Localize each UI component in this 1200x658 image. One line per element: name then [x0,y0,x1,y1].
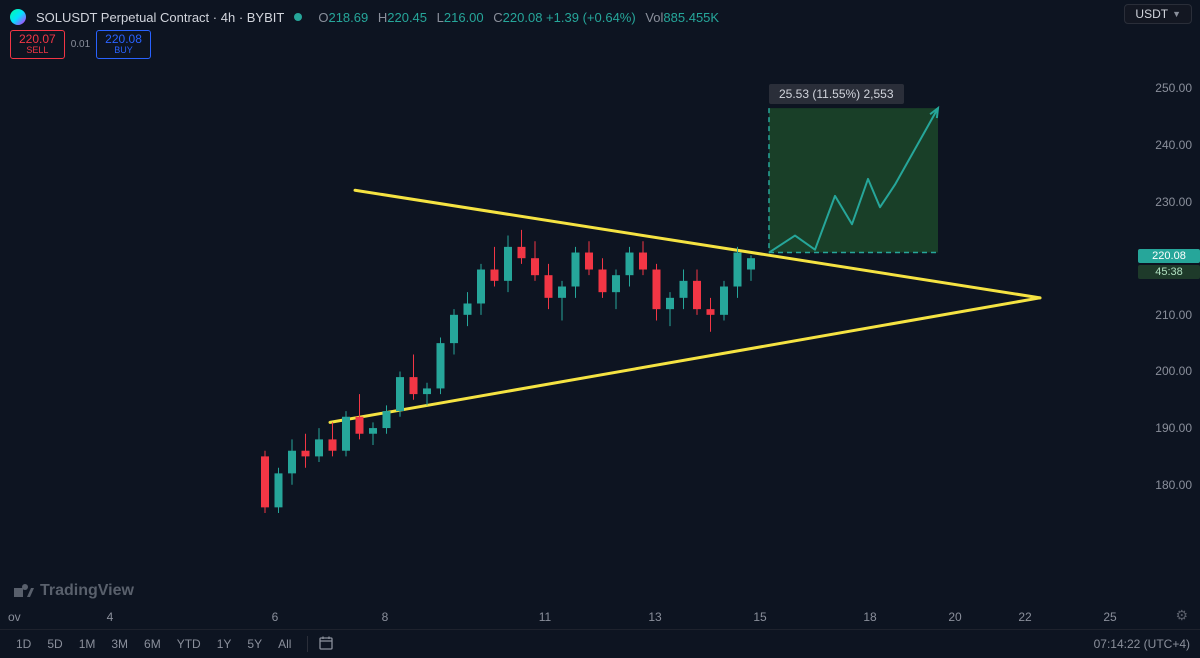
clock: 07:14:22 (UTC+4) [1094,637,1190,651]
price-tick: 190.00 [1155,421,1192,435]
tv-icon [14,584,34,598]
price-tick: 180.00 [1155,478,1192,492]
divider [307,636,308,652]
current-price-tag: 220.08 [1138,249,1200,263]
timeframe-3m[interactable]: 3M [105,635,134,653]
month-label: ov [8,610,21,624]
price-tick: 230.00 [1155,195,1192,209]
timeframe-5y[interactable]: 5Y [241,635,268,653]
timeframe-all[interactable]: All [272,635,297,653]
time-tick: 6 [272,610,279,624]
timeframe-ytd[interactable]: YTD [171,635,207,653]
timeframe-1y[interactable]: 1Y [211,635,238,653]
tradingview-logo[interactable]: TradingView [14,582,134,600]
time-tick: 15 [753,610,766,624]
time-tick: 18 [863,610,876,624]
timeframe-5d[interactable]: 5D [41,635,68,653]
settings-gear-icon[interactable]: ⚙ [1175,607,1188,624]
timeframe-1m[interactable]: 1M [73,635,102,653]
time-tick: 8 [382,610,389,624]
bottom-toolbar: 1D5D 1M3M6MYTD1Y5YAll 07:14:22 (UTC+4) [0,629,1200,658]
projection-text: 25.53 (11.55%) 2,553 [779,87,894,101]
price-axis[interactable]: 250.00 240.00 230.00 210.00 200.00 190.00 180.… [1130,0,1200,610]
time-tick: 22 [1018,610,1031,624]
time-axis[interactable]: ov 4 6 8 11 13 15 18 20 22 25 [0,610,1130,630]
price-tick: 210.00 [1155,308,1192,322]
time-tick: 25 [1103,610,1116,624]
calendar-icon[interactable] [318,635,334,654]
projection-info-box[interactable]: 25.53 (11.55%) 2,553 [769,84,904,104]
timeframe-group: 1D5D 1M3M6MYTD1Y5YAll [10,635,334,654]
price-tick: 250.00 [1155,81,1192,95]
chart-pane[interactable] [0,0,1130,610]
time-tick: 20 [948,610,961,624]
clock-time: 07:14:22 [1094,637,1141,651]
time-tick: 11 [539,610,551,624]
price-tick: 240.00 [1155,138,1192,152]
timeframe-1d[interactable]: 1D [10,635,37,653]
price-tick: 200.00 [1155,364,1192,378]
clock-tz: (UTC+4) [1144,637,1190,651]
timeframe-6m[interactable]: 6M [138,635,167,653]
tv-logo-text: TradingView [40,582,134,600]
candlestick-chart [0,0,1130,610]
time-tick: 13 [648,610,661,624]
time-tick: 4 [107,610,114,624]
countdown-tag: 45:38 [1138,265,1200,279]
